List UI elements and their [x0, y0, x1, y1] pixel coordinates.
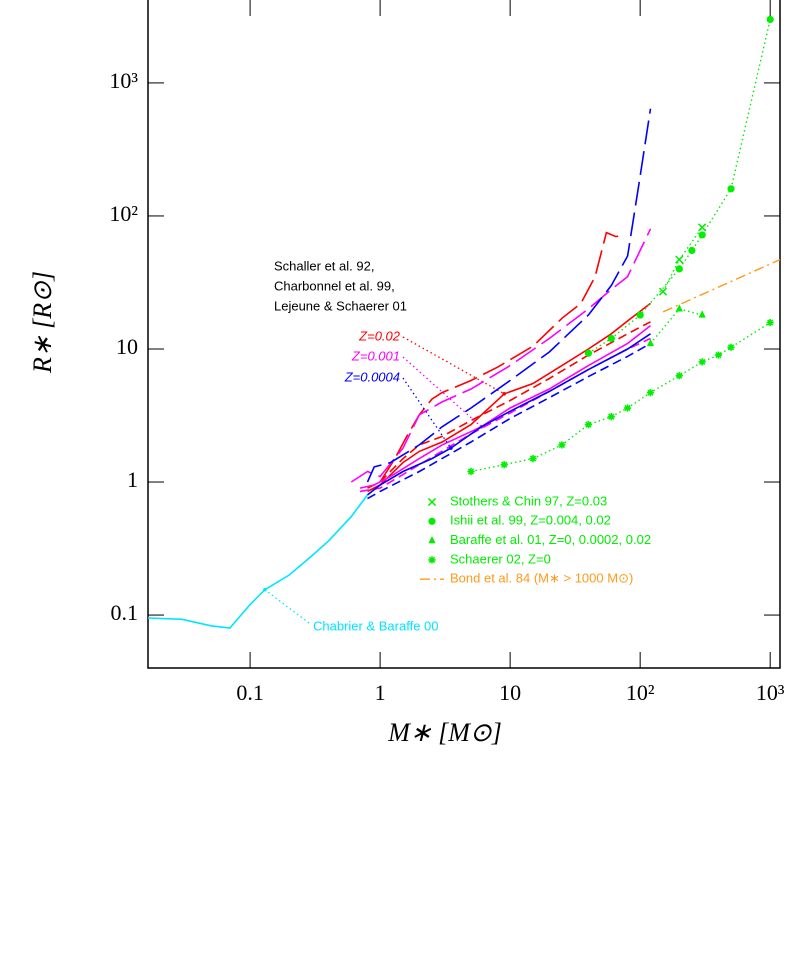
marker [698, 310, 706, 318]
marker [646, 338, 655, 347]
marker [584, 421, 593, 429]
model-line [379, 231, 625, 483]
marker [766, 318, 774, 327]
x-tick-label: 1 [375, 680, 386, 705]
x-tick-label: 10³ [756, 680, 785, 705]
y-axis-label: R∗ [R⊙] [28, 271, 57, 374]
x-tick-label: 10 [499, 680, 521, 705]
model-line [359, 337, 651, 493]
marker [646, 389, 655, 397]
marker [698, 358, 706, 366]
model-line [367, 342, 651, 500]
legend-marker [427, 497, 437, 507]
x-axis-label: M∗ [M⊙] [387, 718, 502, 747]
pointer-dot [263, 587, 267, 592]
marker [623, 404, 632, 412]
marker [727, 185, 735, 193]
model-line [147, 494, 369, 629]
pointer-dot [449, 446, 453, 450]
marker [584, 349, 593, 357]
legend-label: Baraffe et al. 01, Z=0, 0.0002, 0.02 [450, 532, 651, 547]
legend-label: Ishii et al. 99, Z=0.004, 0.02 [450, 513, 611, 528]
y-tick-label: 10² [109, 201, 138, 226]
legend-marker [428, 556, 436, 564]
model-label: Chabrier & Baraffe 00 [313, 618, 439, 633]
legend-marker [428, 536, 436, 544]
model-line [367, 333, 651, 496]
marker [688, 246, 696, 255]
pointer [402, 377, 452, 449]
annotation: Schaller et al. 92, [274, 258, 374, 273]
series-line [662, 258, 781, 313]
plot-frame [147, 0, 781, 669]
marker [675, 304, 683, 312]
series-line [649, 308, 703, 344]
marker [727, 343, 735, 351]
marker [675, 255, 684, 264]
marker [658, 287, 668, 296]
y-tick-label: 1 [127, 467, 138, 492]
legend-label: Schaerer 02, Z=0 [450, 551, 551, 566]
series-line [588, 19, 771, 354]
legend-label: Stothers & Chin 97, Z=0.03 [450, 493, 607, 508]
y-tick-label: 10 [116, 334, 138, 359]
marker [698, 231, 706, 239]
x-tick-label: 10² [626, 680, 655, 705]
y-tick-label: 10³ [109, 68, 138, 93]
marker [558, 441, 566, 449]
pointer [264, 589, 310, 624]
marker [607, 334, 615, 343]
model-label: Z=0.0004 [344, 369, 400, 384]
model-label: Z=0.001 [351, 348, 400, 363]
marker [675, 372, 683, 380]
marker [500, 461, 508, 469]
marker [714, 351, 723, 359]
marker [607, 413, 615, 421]
x-tick-label: 0.1 [236, 680, 264, 705]
model-line [367, 302, 651, 493]
marker [766, 15, 774, 24]
pointer [402, 336, 505, 395]
legend-marker [428, 517, 436, 525]
model-line [350, 228, 652, 483]
y-tick-label: 0.1 [111, 600, 139, 625]
pointer-dot [502, 392, 506, 396]
marker [529, 454, 537, 463]
annotation: Lejeune & Schaerer 01 [274, 298, 407, 313]
legend-label: Bond et al. 84 (M∗ > 1000 M⊙) [450, 571, 633, 586]
marker [467, 467, 475, 476]
model-line [366, 108, 652, 483]
marker [675, 265, 683, 273]
marker [636, 311, 644, 319]
model-line [367, 321, 651, 489]
model-label: Z=0.02 [358, 328, 401, 343]
annotation: Charbonnel et al. 99, [274, 278, 395, 293]
